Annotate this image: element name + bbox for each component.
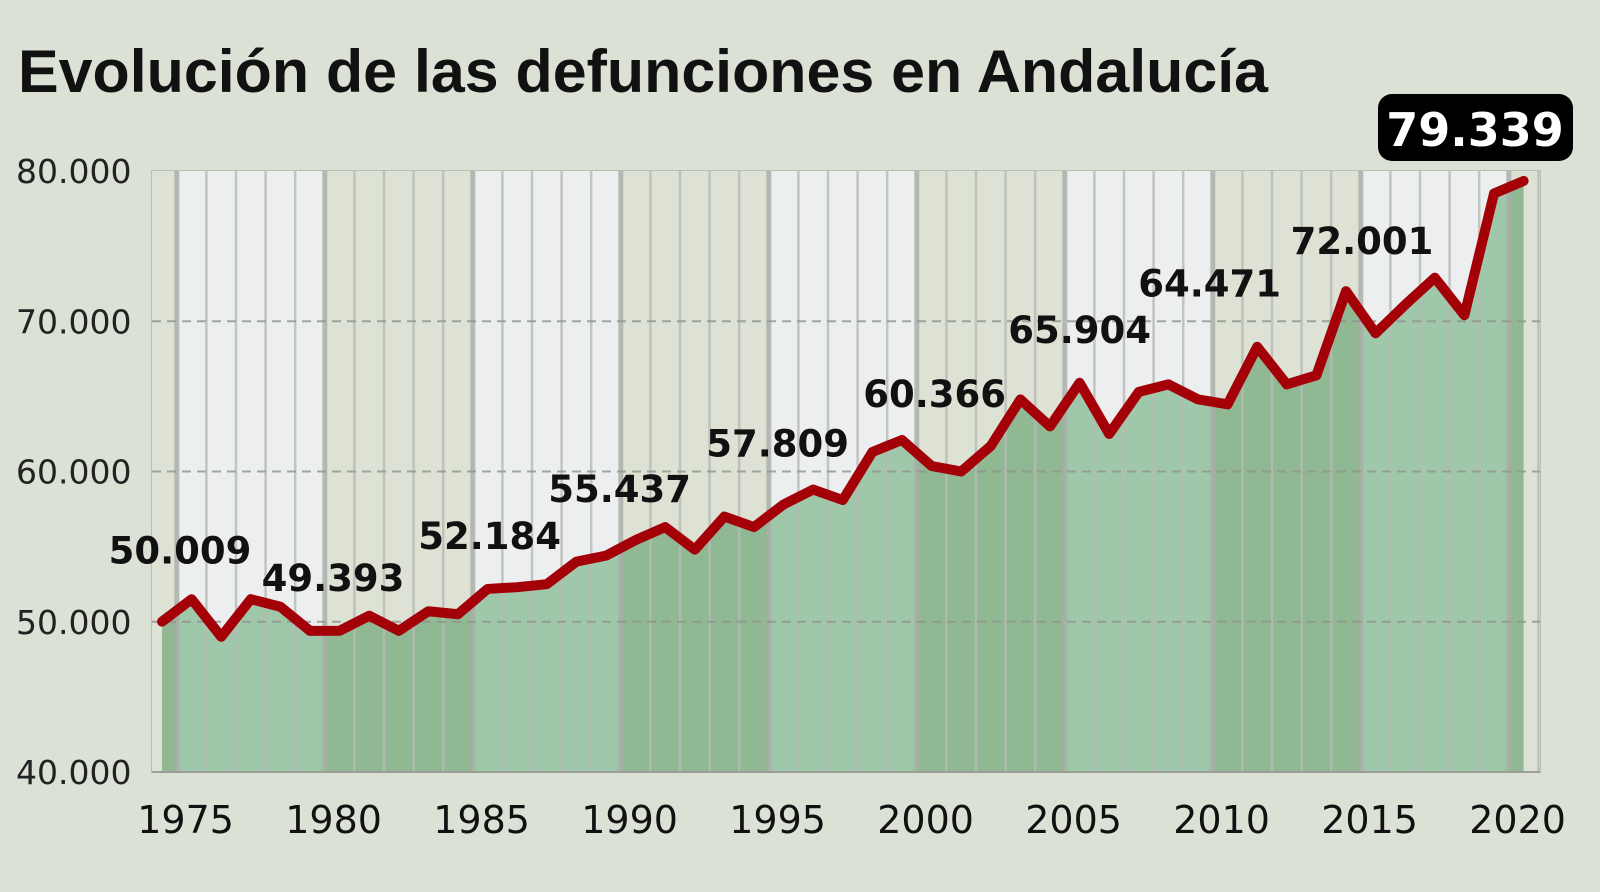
data-label: 55.437: [548, 468, 691, 511]
data-label: 52.184: [418, 515, 561, 558]
data-label: 57.809: [706, 422, 849, 465]
x-tick-label: 1995: [729, 798, 826, 842]
y-axis: 40.000 50.000 60.000 70.000 80.000: [16, 152, 131, 792]
y-tick-label: 70.000: [16, 302, 131, 341]
data-label: 72.001: [1291, 220, 1434, 263]
series-line: [157, 175, 1529, 642]
y-tick-label: 80.000: [16, 152, 131, 191]
x-tick-label: 1990: [581, 798, 678, 842]
y-tick-label: 40.000: [16, 753, 131, 792]
y-tick-label: 50.000: [16, 603, 131, 642]
highlight-value: 79.339: [1386, 103, 1564, 157]
data-label: 50.009: [109, 530, 252, 573]
data-label: 49.393: [262, 557, 405, 600]
data-label: 65.904: [1008, 309, 1151, 352]
x-tick-label: 1975: [137, 798, 234, 842]
data-label: 60.366: [863, 373, 1006, 416]
x-tick-label: 2000: [877, 798, 974, 842]
highlight-box: [1378, 94, 1573, 161]
x-tick-label: 1980: [285, 798, 382, 842]
y-tick-label: 60.000: [16, 453, 131, 492]
x-tick-label: 1985: [433, 798, 530, 842]
highlight-label: 79.339: [1378, 94, 1573, 161]
x-tick-label: 2015: [1321, 798, 1418, 842]
x-tick-label: 2010: [1173, 798, 1270, 842]
x-axis: 1975 1980 1985 1990 1995 2000 2005 2010 2015 2020: [137, 798, 1566, 842]
x-tick-label: 2020: [1469, 798, 1566, 842]
chart-title: Evolución de las defunciones en Andalucí…: [18, 38, 1269, 105]
x-tick-label: 2005: [1025, 798, 1122, 842]
series-line-path: [157, 175, 1529, 642]
area-segment: [1508, 180, 1524, 772]
data-label: 64.471: [1138, 262, 1281, 305]
